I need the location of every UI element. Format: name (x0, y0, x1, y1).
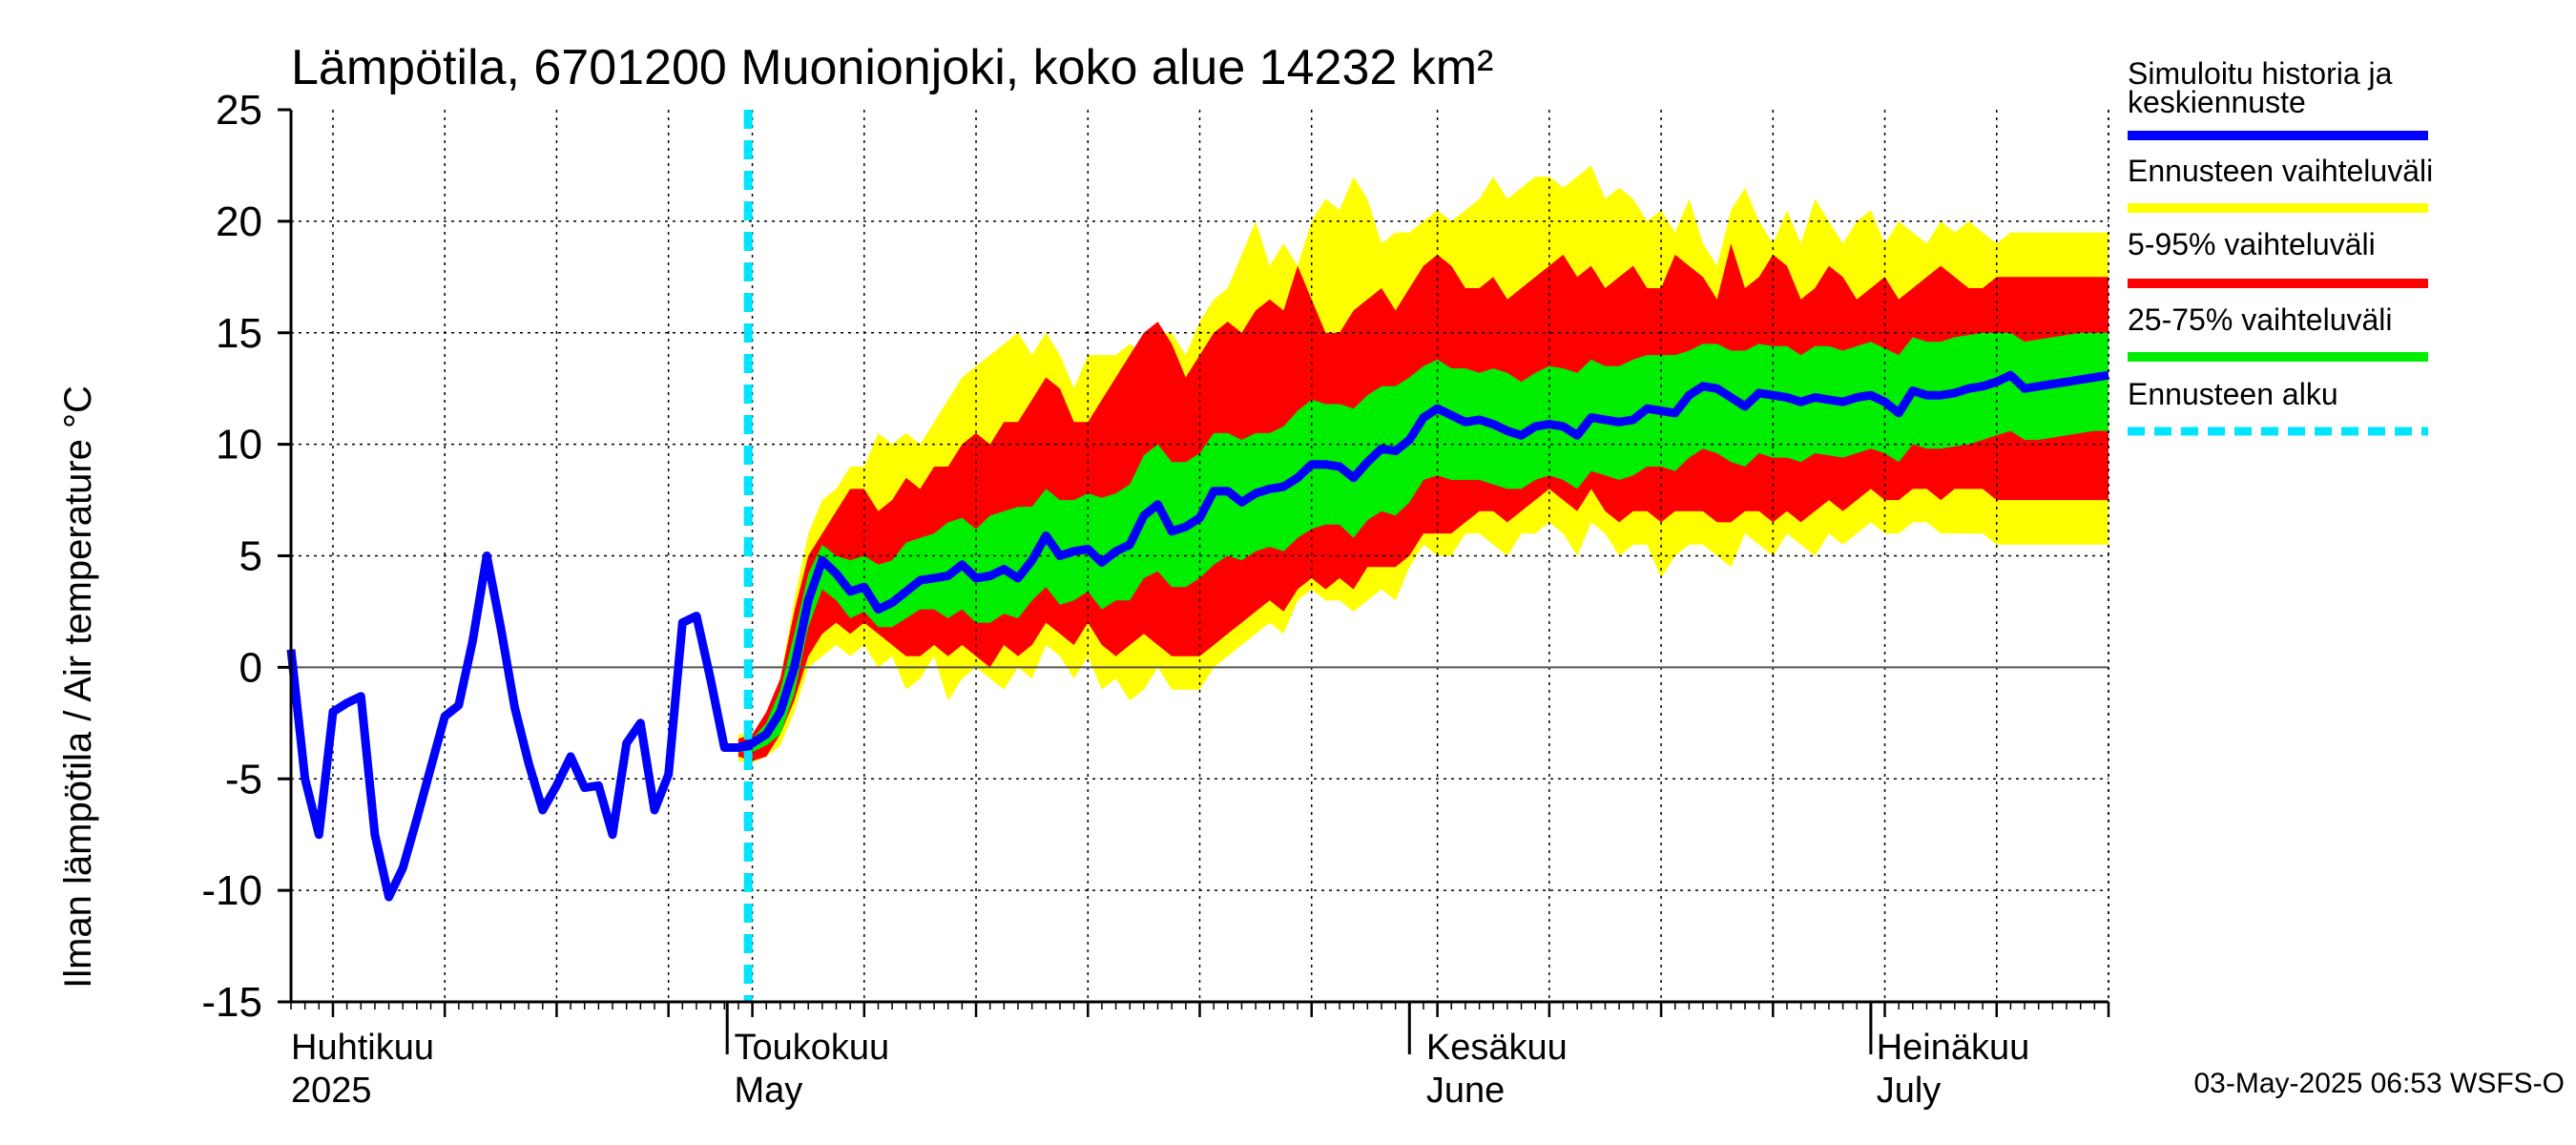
legend-label: Simuloitu historia ja (2128, 56, 2393, 91)
series-lines (286, 110, 2109, 1002)
legend-label: 5-95% vaihteluväli (2128, 227, 2376, 261)
legend-label: 25-75% vaihteluväli (2128, 302, 2393, 337)
band-25-75 (737, 332, 2109, 753)
x-month-sublabel: May (735, 1071, 803, 1111)
y-tick-label: -5 (225, 756, 262, 802)
history-line (286, 552, 754, 902)
y-tick-label: 10 (216, 422, 262, 468)
median-forecast-line (737, 370, 2109, 752)
x-month-label: Kesäkuu (1426, 1028, 1568, 1068)
x-month-label: Huhtikuu (291, 1028, 434, 1068)
legend-label: keskiennuste (2128, 85, 2306, 119)
x-month-label: Toukokuu (735, 1028, 890, 1068)
forecast-bands (737, 165, 2109, 763)
legend-label: Ennusteen vaihteluväli (2128, 154, 2433, 188)
chart-title: Lämpötila, 6701200 Muonionjoki, koko alu… (291, 40, 1493, 95)
legend-label: Ennusteen alku (2128, 377, 2338, 411)
y-tick-label: -10 (201, 867, 262, 914)
y-tick-label: 25 (216, 87, 262, 134)
y-tick-label: 20 (216, 198, 262, 245)
grid (291, 110, 2109, 1002)
x-month-sublabel: 2025 (291, 1071, 372, 1111)
y-tick-label: 15 (216, 310, 262, 357)
x-month-label: Heinäkuu (1877, 1028, 2030, 1068)
y-axis-label: Ilman lämpötila / Air temperature °C (57, 385, 99, 989)
x-month-sublabel: June (1426, 1071, 1505, 1111)
y-tick-label: 0 (239, 644, 262, 691)
y-tick-label: 5 (239, 533, 262, 580)
y-tick-label: -15 (201, 979, 262, 1026)
x-month-sublabel: July (1877, 1071, 1942, 1111)
axes (278, 108, 2110, 1054)
timestamp-footer: 03-May-2025 06:53 WSFS-O (2194, 1068, 2566, 1099)
